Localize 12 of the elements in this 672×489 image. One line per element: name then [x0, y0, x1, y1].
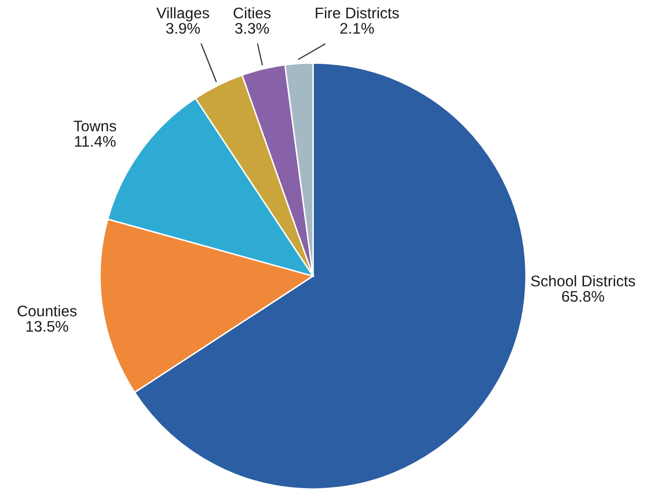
slice-label: Fire Districts: [316, 7, 399, 18]
slice-label: Counties: [18, 305, 77, 316]
data-label: 13.5%: [26, 320, 68, 332]
data-label: 11.4%: [75, 136, 116, 147]
slice-label: School Districts: [531, 275, 636, 286]
data-label: 2.1%: [340, 22, 374, 34]
slice-label: Cities: [234, 7, 271, 18]
slice-label: Villages: [156, 7, 210, 22]
data-label: 3.3%: [235, 22, 269, 34]
slice-label: Towns: [74, 120, 116, 132]
data-label: 3.9%: [166, 22, 200, 34]
data-label: 65.8%: [562, 290, 604, 302]
